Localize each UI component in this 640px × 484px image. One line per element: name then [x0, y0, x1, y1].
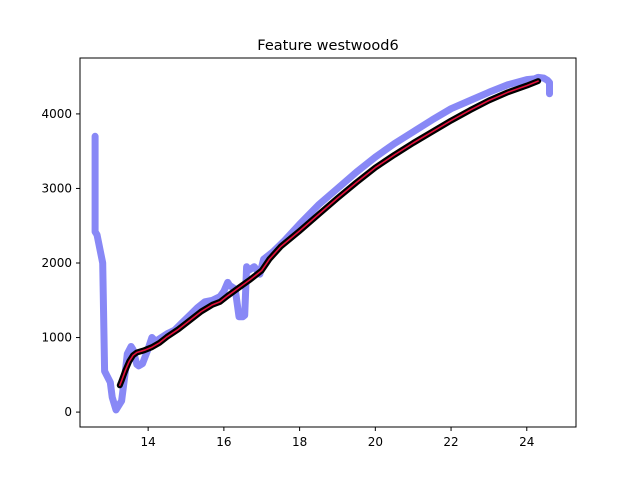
axis-layer: 14 16 18 20 22 24 0 1000 2000 3000 4000 [41, 107, 534, 449]
series-line-3 [119, 80, 539, 387]
series-layer [91, 73, 553, 414]
y-tick-label: 4000 [41, 107, 72, 121]
x-tick-label: 24 [519, 435, 534, 449]
x-tick-label: 22 [443, 435, 458, 449]
series-line-2 [116, 78, 542, 389]
series-line-1 [91, 73, 553, 414]
y-tick-label: 0 [64, 405, 72, 419]
y-tick-label: 3000 [41, 181, 72, 195]
x-tick-label: 20 [368, 435, 383, 449]
y-tick-label: 2000 [41, 256, 72, 270]
x-tick-label: 18 [292, 435, 307, 449]
x-tick-label: 14 [141, 435, 156, 449]
x-tick-label: 16 [216, 435, 231, 449]
plot-frame [79, 57, 577, 428]
y-tick-label: 1000 [41, 331, 72, 345]
chart-title: Feature westwood6 [257, 38, 398, 54]
